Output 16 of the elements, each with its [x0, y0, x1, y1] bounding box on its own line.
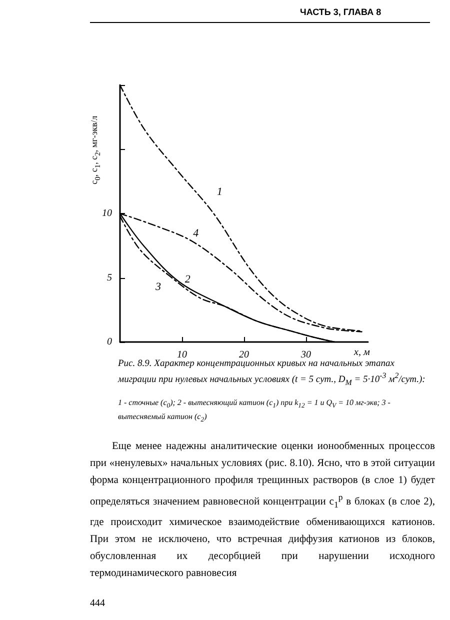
y-tick-label: 10: [102, 208, 112, 219]
text: 1 - сточные (c$_{0}$); 2 - вытесняющий катион (c$_{1}$) при k$_{12}$ = 1 и Q$_{V}$ = 10 мг-экв; 3 - вытесняемый катион (c$_{2}$): [118, 398, 390, 424]
series-label: 3: [154, 280, 162, 293]
x-tick-label: 30: [300, 350, 311, 360]
text: Еще менее надежны аналитические оценки ионообменных процессов при «ненулевых» начальных условиях (рис. 8.10). Ясно, что в этой ситуации форма концентрационного профиля трещинных растворов (в слое 1) будет определяться значением равновесной концентрации c$_{1}$$^{р}$ в блоках (в слое 2), где происходит химическое взаимодействие обменивающихся катионов. При этом не исключено, что встречная диффузия катионов из блоков, обусловленная их десорбцией при нарушении исходного термодинамического равновесия: [90, 441, 435, 579]
x-tick-label: 20: [239, 350, 249, 360]
series-label: 4: [193, 228, 200, 240]
text: Рис. 8.9. Характер концентрационных кривых на начальных этапах миграции при нулевых начальных условиях (t = 5 сут., D$_{M}$ = 5·10$^{-3}$ м$^{2}$/сут.):: [118, 358, 426, 390]
x-tick-label: 10: [177, 350, 187, 360]
y-tick-label: 0: [107, 336, 112, 348]
text: ЧАСТЬ 3, ГЛАВА 8: [300, 6, 382, 18]
series-label: 1: [216, 186, 222, 198]
text: 444: [90, 598, 105, 610]
series-label: 2: [184, 274, 191, 286]
x-axis-title: x, м: [354, 347, 370, 359]
y-tick-label: 5: [107, 272, 112, 284]
